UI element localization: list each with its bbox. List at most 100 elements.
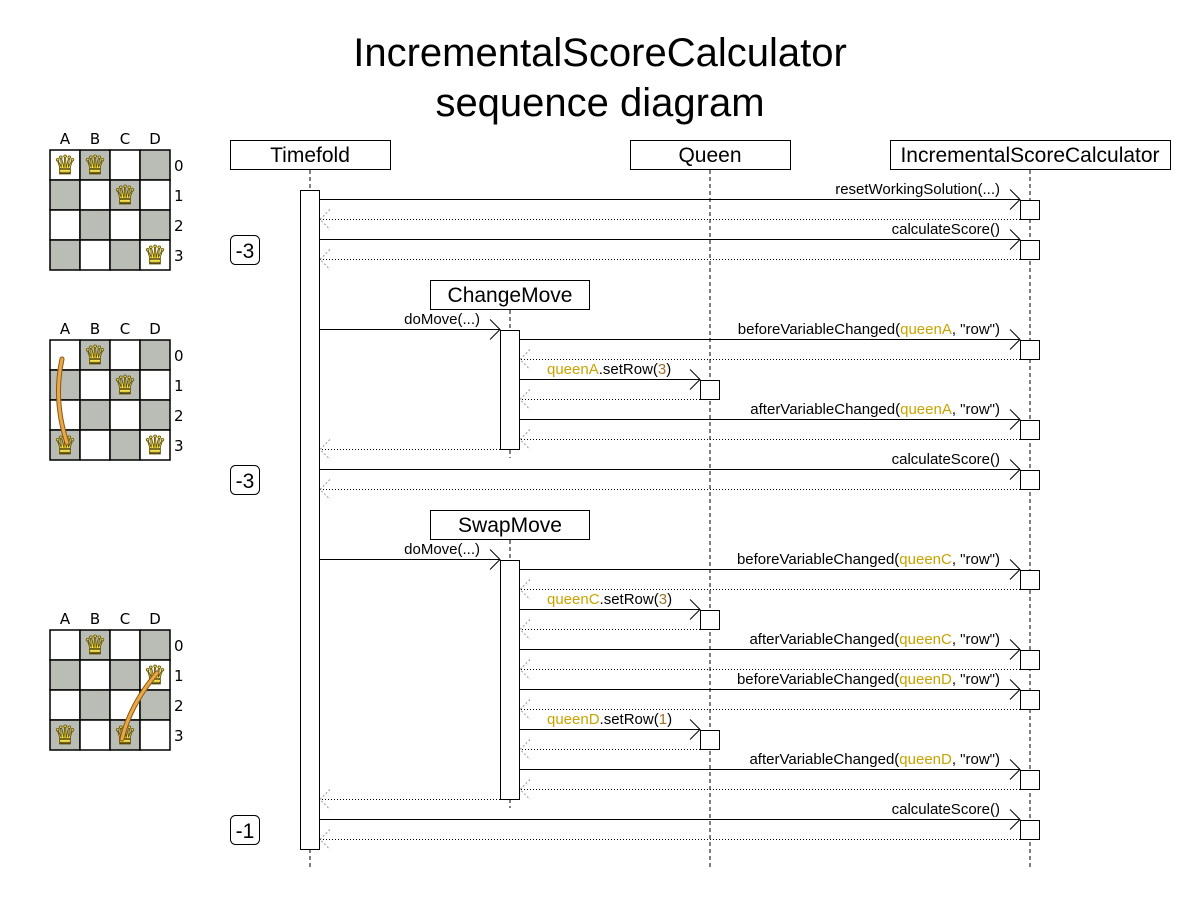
row-label: 0 [174, 347, 184, 365]
message-text: , "row") [952, 321, 1000, 338]
return-arrowhead [519, 349, 531, 370]
message-text: , "row") [952, 401, 1000, 418]
message-text: ) [666, 361, 671, 378]
column-label: A [60, 610, 71, 628]
call-arrowhead [1009, 459, 1021, 480]
argument-value: 3 [659, 591, 667, 608]
row-label: 1 [174, 187, 184, 205]
message-text: beforeVariableChanged( [738, 321, 900, 338]
message-label: calculateScore() [892, 221, 1000, 238]
row-label: 0 [174, 637, 184, 655]
board-square [139, 429, 171, 461]
call-activation-box [700, 730, 720, 750]
queen-name: queenD [899, 751, 952, 768]
message-text: ) [667, 711, 672, 728]
board-square [139, 209, 171, 241]
message-label: calculateScore() [892, 801, 1000, 818]
message-label: doMove(...) [404, 541, 480, 558]
board-square [139, 339, 171, 371]
call-arrowhead [689, 599, 701, 620]
message-text: , "row") [952, 631, 1000, 648]
queen-icon: ♛ [113, 371, 136, 401]
column-label: B [90, 320, 100, 338]
column-label: B [90, 130, 100, 148]
board-square [109, 209, 141, 241]
argument-value: 3 [658, 361, 666, 378]
queen-name: queenA [900, 401, 952, 418]
title-line-2: sequence diagram [435, 81, 765, 125]
queen-icon: ♛ [113, 181, 136, 211]
message-text: .setRow( [599, 361, 658, 378]
message-text: afterVariableChanged( [749, 751, 899, 768]
column-label: A [60, 130, 71, 148]
column-label: D [149, 610, 161, 628]
queen-icon: ♛ [83, 151, 106, 181]
return-arrowhead [319, 829, 331, 850]
queen-name: queenA [547, 361, 599, 378]
board-square [49, 339, 81, 371]
message-label: afterVariableChanged(queenC, "row") [749, 631, 1000, 648]
board-square [139, 149, 171, 181]
return-arrowhead [319, 209, 331, 230]
call-activation-box [1020, 420, 1040, 440]
message-text: , "row") [952, 751, 1000, 768]
column-label: A [60, 320, 71, 338]
board-square [139, 369, 171, 401]
call-arrowhead [1009, 679, 1021, 700]
message-text: afterVariableChanged( [750, 401, 900, 418]
row-label: 3 [174, 247, 184, 265]
message-text: afterVariableChanged( [749, 631, 899, 648]
message-text: .setRow( [600, 591, 659, 608]
message-label: doMove(...) [404, 311, 480, 328]
move-arrow [120, 671, 159, 741]
move-name: SwapMove [458, 514, 562, 537]
score-badge [230, 815, 260, 845]
row-label: 2 [174, 697, 184, 715]
return-arrowhead [519, 659, 531, 680]
board-square [109, 239, 141, 271]
call-activation-box [700, 610, 720, 630]
board-square [49, 689, 81, 721]
message-text: ) [667, 591, 672, 608]
timefold-activation [300, 190, 320, 850]
call-activation-box [1020, 470, 1040, 490]
queen-name: queenC [899, 551, 952, 568]
return-arrowhead [319, 439, 331, 460]
message-label: beforeVariableChanged(queenA, "row") [738, 321, 1000, 338]
board-square [79, 399, 111, 431]
call-arrowhead [489, 319, 501, 340]
title-line-1: IncrementalScoreCalculator [353, 31, 847, 75]
changemove-activation [500, 330, 520, 450]
score-badge [230, 465, 260, 495]
column-label: C [120, 130, 130, 148]
call-activation-box [1020, 770, 1040, 790]
queen-name: queenC [547, 591, 600, 608]
column-label: D [149, 130, 161, 148]
call-arrowhead [1009, 189, 1021, 210]
board-square [139, 179, 171, 211]
board-square [49, 659, 81, 691]
queen-icon: ♛ [83, 631, 106, 661]
board-square [139, 689, 171, 721]
score-value: -3 [236, 240, 255, 263]
message-text: calculateScore() [892, 451, 1000, 468]
message-text: beforeVariableChanged( [737, 671, 899, 688]
message-text: resetWorkingSolution(...) [835, 181, 1000, 198]
message-label: resetWorkingSolution(...) [835, 181, 1000, 198]
board-square [79, 689, 111, 721]
message-text: , "row") [952, 551, 1000, 568]
return-arrowhead [519, 389, 531, 410]
call-activation-box [1020, 340, 1040, 360]
call-activation-box [700, 380, 720, 400]
row-label: 3 [174, 727, 184, 745]
queen-name: queenC [899, 631, 952, 648]
participant-name: Timefold [270, 144, 350, 167]
message-label: afterVariableChanged(queenA, "row") [750, 401, 1000, 418]
move-object-box [430, 280, 590, 310]
board-square [49, 239, 81, 271]
message-label: queenD.setRow(1) [547, 711, 672, 728]
call-arrowhead [1009, 229, 1021, 250]
queen-icon: ♛ [83, 341, 106, 371]
